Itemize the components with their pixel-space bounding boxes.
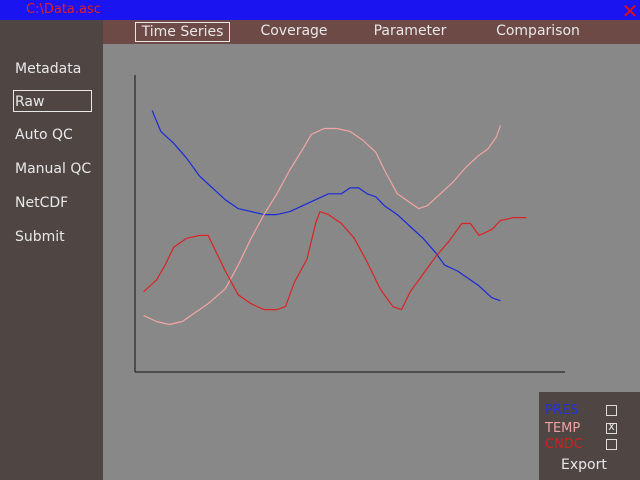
legend-label-pres: PRES	[545, 403, 579, 418]
sidebar-item-raw[interactable]: Raw	[13, 90, 92, 112]
legend-checkbox-temp[interactable]: X	[606, 423, 617, 434]
legend-checkbox-cndc[interactable]	[606, 439, 617, 450]
close-icon[interactable]: ✕	[621, 0, 639, 23]
title-bar: C:\Data.asc ✕	[0, 0, 640, 23]
tab-time-series[interactable]: Time Series	[135, 22, 230, 42]
series-line-pink	[143, 125, 502, 326]
legend-label-temp: TEMP	[545, 421, 581, 436]
sidebar-item-metadata[interactable]: Metadata	[15, 61, 82, 77]
tab-comparison[interactable]: Comparison	[496, 23, 580, 39]
plot-lines	[143, 110, 527, 326]
sidebar: Metadata Raw Auto QC Manual QC NetCDF Su…	[0, 20, 103, 480]
legend-checkbox-pres[interactable]	[606, 405, 617, 416]
series-line-red	[143, 211, 527, 311]
export-button[interactable]: Export	[561, 457, 607, 473]
tab-parameter[interactable]: Parameter	[373, 23, 447, 39]
sidebar-item-auto-qc[interactable]: Auto QC	[15, 127, 73, 143]
series-line-blue	[151, 110, 501, 302]
window-title: C:\Data.asc	[26, 2, 101, 17]
legend-label-cndc: CNDC	[545, 437, 583, 452]
sidebar-item-netcdf[interactable]: NetCDF	[15, 195, 69, 211]
tab-bar: Time Series Coverage Parameter Compariso…	[103, 20, 640, 44]
sidebar-item-manual-qc[interactable]: Manual QC	[15, 161, 92, 177]
tab-coverage[interactable]: Coverage	[260, 23, 328, 39]
sidebar-item-submit[interactable]: Submit	[15, 229, 65, 245]
legend-panel: PRES TEMP X CNDC Export	[539, 392, 640, 480]
